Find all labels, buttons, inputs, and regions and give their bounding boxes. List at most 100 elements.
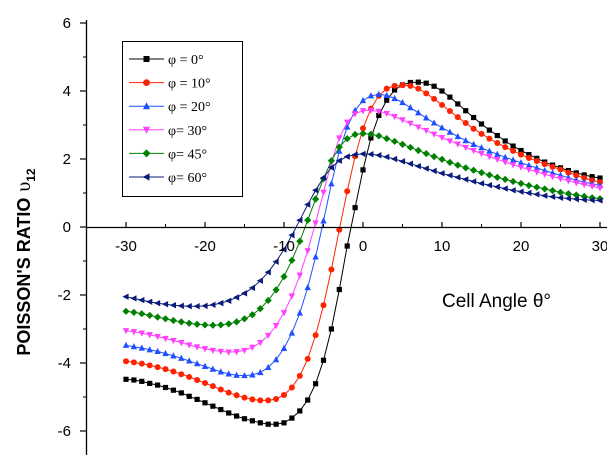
data-point [336,226,343,233]
data-point [257,340,264,347]
data-point [296,309,303,316]
data-point [398,140,407,148]
data-point [186,357,193,364]
data-point [447,94,453,100]
data-point [297,408,303,414]
data-point [335,157,342,164]
legend-label: φ= 60° [168,171,207,186]
data-point [288,329,296,336]
legend-label: φ= 45° [168,147,207,162]
data-point [399,117,406,124]
data-point [477,180,485,187]
legend-marker [142,149,151,158]
data-point [509,156,517,163]
data-point [225,297,232,304]
data-point [312,195,320,203]
legend-marker [142,126,151,134]
data-point [241,416,248,422]
data-point [438,155,446,163]
data-point [565,178,572,185]
data-point [596,197,603,204]
data-point [526,151,532,158]
data-point [431,83,437,89]
data-point [415,85,422,92]
data-point [218,406,224,413]
data-point [280,344,288,351]
data-point [344,243,350,249]
data-point [272,323,280,330]
data-point [201,321,209,329]
data-point [470,166,478,174]
data-point [123,358,129,365]
data-point [494,132,500,139]
x-tick-label: 0 [359,238,367,255]
data-point [289,415,295,421]
data-point [533,191,540,198]
data-point [360,167,366,173]
data-point [138,344,145,351]
data-point [375,152,382,159]
data-point [525,161,533,169]
data-point [392,87,398,93]
data-point [217,386,224,393]
data-point [454,141,461,148]
data-point [367,151,374,158]
data-point [509,162,517,169]
data-point [170,337,177,345]
y-tick-label: 2 [63,151,71,168]
data-point [383,135,391,143]
data-point [455,101,461,107]
data-point [470,147,477,155]
data-point [296,272,303,279]
data-point [265,363,272,371]
data-point [556,188,565,196]
data-point [533,164,540,171]
data-point [588,196,595,204]
data-point [177,302,184,310]
data-point [201,346,209,353]
data-point [170,352,177,359]
data-point [446,108,453,115]
data-point [430,131,438,138]
data-point [312,253,319,260]
data-point [502,144,509,151]
data-point [241,371,248,379]
data-point [572,191,580,199]
data-point [154,299,161,307]
data-point [572,195,579,203]
data-point [186,393,192,399]
data-point [391,94,398,102]
data-point [201,362,209,369]
data-point [439,88,445,94]
data-point [146,346,153,353]
data-point [564,195,571,202]
data-point [296,217,303,224]
data-point [533,183,541,191]
data-point [320,189,327,196]
series-layer [122,79,604,427]
data-point [233,318,241,326]
data-point [493,173,501,181]
data-point [462,176,469,183]
data-point [391,82,398,89]
data-point [162,384,169,391]
data-point [423,80,429,86]
data-point [391,137,399,145]
data-point [422,165,429,172]
data-point [517,164,525,171]
data-point [367,130,375,138]
data-point [367,92,375,99]
data-point [549,163,556,170]
data-point [477,169,486,177]
data-point [162,366,169,373]
data-point [462,164,470,172]
data-point [169,302,176,309]
y-axis-label-subscript: 12 [24,168,38,182]
data-point [288,384,295,391]
data-point [336,286,342,293]
data-point [130,359,137,366]
data-point [193,344,201,351]
data-point [430,167,437,175]
data-point [486,135,493,142]
data-point [170,387,176,393]
